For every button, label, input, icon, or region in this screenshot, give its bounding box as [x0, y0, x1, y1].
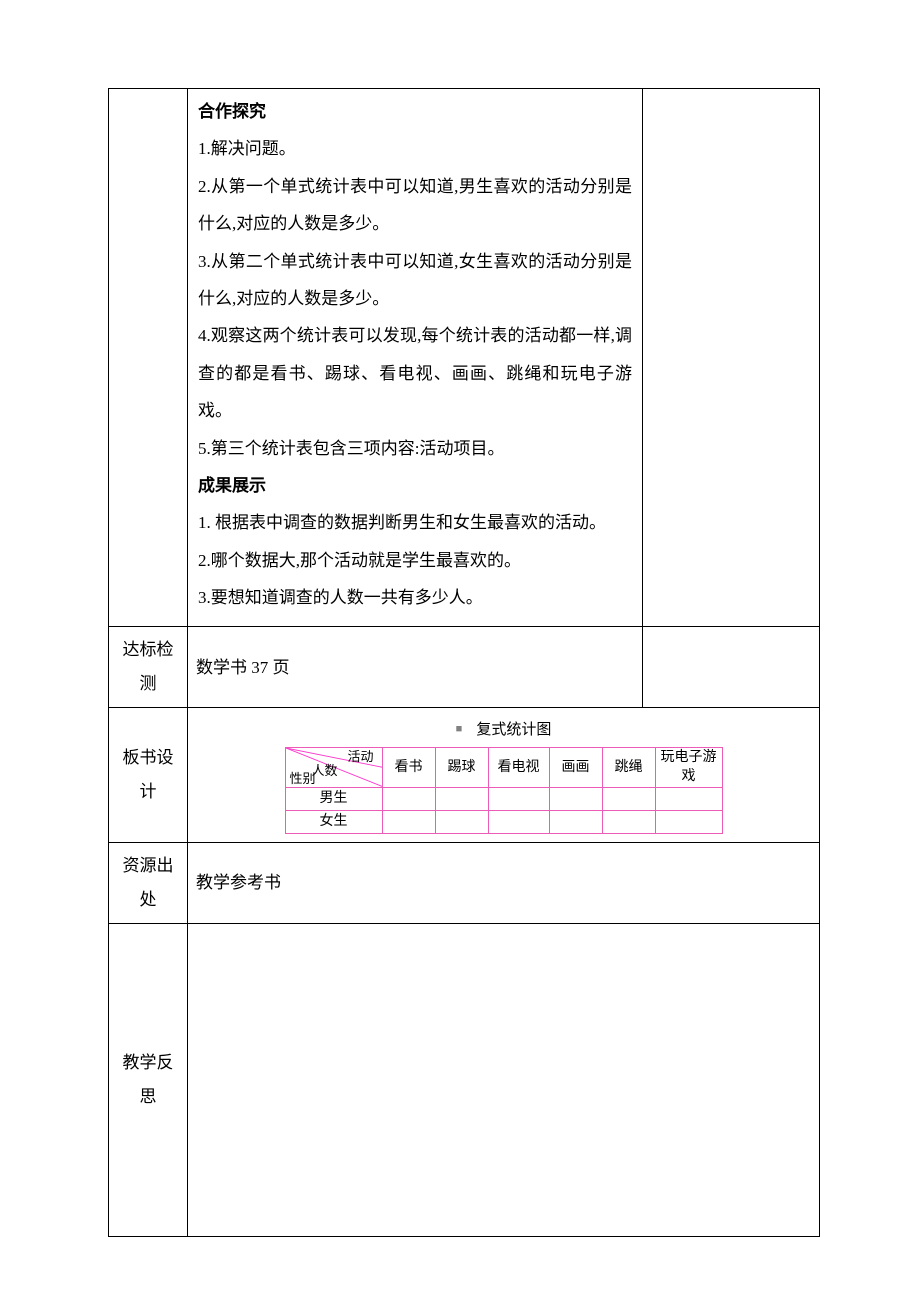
cell-1-0: [382, 810, 435, 833]
notes-cell-1: [643, 89, 820, 627]
row-label-target: 达标检测: [109, 627, 188, 708]
cell-1-1: [435, 810, 488, 833]
col-h-4: 跳绳: [602, 748, 655, 787]
chart-title: 复式统计图: [476, 722, 551, 738]
lesson-plan-table: 合作探究 1.解决问题。 2.从第一个单式统计表中可以知道,男生喜欢的活动分别是…: [108, 88, 820, 1237]
content-body: 合作探究 1.解决问题。 2.从第一个单式统计表中可以知道,男生喜欢的活动分别是…: [188, 89, 643, 627]
row-label-resource: 资源出处: [109, 842, 188, 923]
chart-title-row: ■复式统计图: [194, 714, 813, 747]
para-2: 2.从第一个单式统计表中可以知道,男生喜欢的活动分别是什么,对应的人数是多少。: [198, 168, 632, 243]
page: 合作探究 1.解决问题。 2.从第一个单式统计表中可以知道,男生喜欢的活动分别是…: [0, 0, 920, 1302]
col-h-3: 画画: [549, 748, 602, 787]
target-value: 数学书 37 页: [188, 627, 643, 708]
notes-cell-2: [643, 627, 820, 708]
para-5: 5.第三个统计表包含三项内容:活动项目。: [198, 430, 632, 467]
cell-0-1: [435, 787, 488, 810]
cell-1-5: [655, 810, 722, 833]
cell-0-3: [549, 787, 602, 810]
para-6: 1. 根据表中调查的数据判断男生和女生最喜欢的活动。: [198, 504, 632, 541]
col-h-0: 看书: [382, 748, 435, 787]
para-1: 1.解决问题。: [198, 130, 632, 167]
row-label-empty: [109, 89, 188, 627]
board-wrap: ■复式统计图 活动 人数 性别: [194, 714, 813, 833]
cell-1-2: [488, 810, 549, 833]
col-h-2: 看电视: [488, 748, 549, 787]
cell-0-2: [488, 787, 549, 810]
resource-value: 教学参考书: [188, 842, 820, 923]
cell-0-0: [382, 787, 435, 810]
inner-chart-table: 活动 人数 性别 看书 踢球 看电视 画画 跳绳 玩电子游戏: [285, 747, 723, 833]
diag-header-cell: 活动 人数 性别: [285, 748, 382, 787]
para-4: 4.观察这两个统计表可以发现,每个统计表的活动都一样,调查的都是看书、踢球、看电…: [198, 317, 632, 429]
cell-0-4: [602, 787, 655, 810]
row-h-1: 女生: [285, 810, 382, 833]
col-h-5: 玩电子游戏: [655, 748, 722, 787]
row-label-reflect: 教学反思: [109, 923, 188, 1236]
diag-bottom: 性别: [290, 772, 316, 785]
heading-chengguo: 成果展示: [198, 467, 632, 504]
reflect-value: [188, 923, 820, 1236]
diag-top: 活动: [347, 750, 373, 763]
cell-1-4: [602, 810, 655, 833]
para-7: 2.哪个数据大,那个活动就是学生最喜欢的。: [198, 542, 632, 579]
para-8: 3.要想知道调查的人数一共有多少人。: [198, 579, 632, 616]
row-h-0: 男生: [285, 787, 382, 810]
heading-hezuo: 合作探究: [198, 93, 632, 130]
para-3: 3.从第二个单式统计表中可以知道,女生喜欢的活动分别是什么,对应的人数是多少。: [198, 243, 632, 318]
cell-0-5: [655, 787, 722, 810]
bullet-icon: ■: [456, 723, 477, 735]
row-label-board: 板书设计: [109, 708, 188, 842]
col-h-1: 踢球: [435, 748, 488, 787]
board-cell: ■复式统计图 活动 人数 性别: [188, 708, 820, 842]
cell-1-3: [549, 810, 602, 833]
